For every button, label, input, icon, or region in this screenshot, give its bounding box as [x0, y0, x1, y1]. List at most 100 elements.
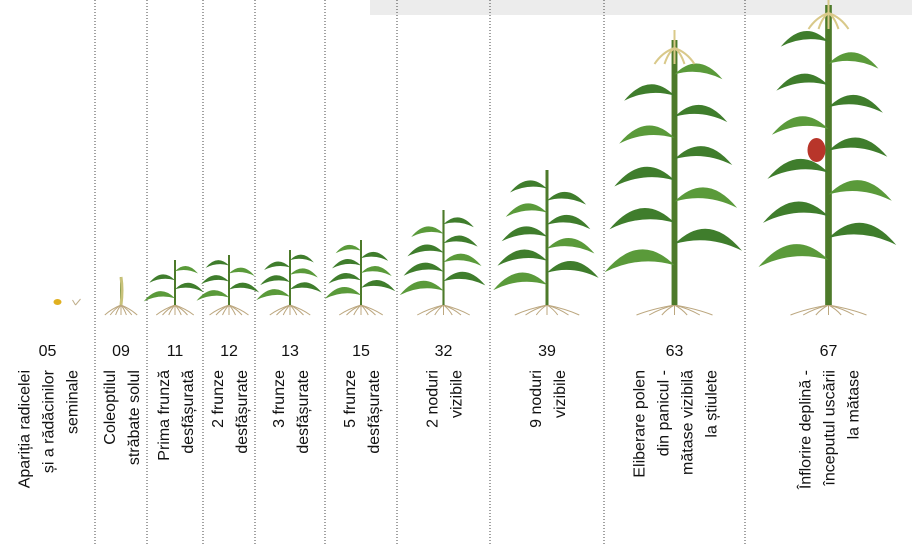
leaf — [609, 208, 675, 230]
leaf — [828, 137, 888, 157]
stage-label: Prima frunză — [156, 370, 173, 461]
plant — [604, 30, 743, 316]
stage-code: 05 — [39, 343, 57, 360]
leaf — [443, 235, 478, 247]
leaf — [501, 226, 547, 242]
leaf — [229, 282, 260, 293]
leaf — [509, 180, 547, 193]
root — [228, 304, 249, 316]
leaf — [497, 249, 547, 266]
leaf — [547, 237, 595, 254]
leaf — [674, 146, 733, 166]
labels: 05 Apariția radicelei și a rădăcinilor semi… — [17, 343, 863, 490]
leaf — [614, 166, 675, 187]
stage-label: 3 frunze — [271, 370, 288, 428]
leaf — [624, 84, 675, 101]
stage-label: Apariția radicelei — [17, 370, 34, 488]
root — [546, 304, 580, 316]
plant — [53, 298, 81, 306]
leaf — [260, 275, 290, 286]
stage-label: vizibile — [449, 370, 466, 418]
root — [674, 304, 713, 316]
root — [443, 304, 470, 316]
plant — [196, 255, 260, 316]
leaf — [229, 267, 255, 277]
plant — [758, 0, 897, 316]
leaf — [143, 291, 175, 302]
stage-code: 13 — [281, 343, 299, 360]
root — [360, 304, 384, 316]
leaf — [175, 282, 204, 293]
leaf — [547, 214, 591, 230]
stage-label: desfășurate — [234, 370, 251, 454]
leaf — [196, 290, 229, 301]
leaf — [828, 222, 897, 245]
leaf — [619, 125, 675, 144]
leaf — [407, 244, 444, 257]
root — [535, 304, 548, 316]
stage-label: desfășurate — [295, 370, 312, 454]
leaf — [505, 203, 547, 217]
leaf — [290, 268, 318, 278]
root — [815, 304, 829, 316]
root — [115, 304, 122, 316]
leaf — [443, 217, 474, 228]
root — [282, 304, 291, 316]
leaf — [201, 275, 229, 285]
leaf — [771, 116, 829, 135]
leaf — [828, 52, 879, 69]
stage-code: 15 — [352, 343, 370, 360]
root — [174, 304, 195, 316]
plant — [399, 210, 486, 316]
leaf — [828, 94, 883, 113]
leaf — [175, 266, 199, 274]
leaf — [361, 251, 389, 261]
stage-code: 32 — [435, 343, 453, 360]
leaf — [674, 63, 723, 80]
plant — [143, 260, 204, 316]
leaf — [332, 258, 361, 269]
leaf — [361, 279, 396, 292]
plant — [493, 170, 599, 316]
leaf — [411, 226, 444, 237]
tassel — [674, 47, 696, 65]
leaf — [674, 104, 728, 123]
root — [72, 298, 81, 306]
stage-label: 2 frunze — [210, 370, 227, 428]
plants — [53, 0, 897, 316]
top-bar — [370, 0, 912, 15]
stage-label: Înflorire deplină - — [796, 370, 815, 490]
root — [168, 304, 176, 316]
leaf — [361, 265, 392, 277]
stage-label: Coleoptilul — [102, 370, 119, 445]
leaf — [674, 228, 743, 251]
stage-label: străbate solul — [126, 370, 143, 465]
root — [222, 304, 230, 316]
stage-code: 39 — [538, 343, 556, 360]
leaf — [264, 261, 290, 271]
separators — [94, 0, 746, 544]
leaf — [547, 191, 587, 205]
stage-code: 67 — [820, 343, 838, 360]
stage-label: începutul uscării — [822, 370, 839, 487]
silk — [807, 138, 826, 162]
leaf — [399, 280, 444, 296]
stage-code: 12 — [220, 343, 238, 360]
stage-label: la știulete — [704, 370, 721, 438]
root — [434, 304, 444, 316]
root — [120, 304, 138, 316]
root — [802, 304, 829, 316]
stage-label: și a rădăcinilor — [41, 369, 58, 473]
stage-label: din panicul - — [656, 370, 673, 456]
leaf — [290, 282, 322, 293]
tassel — [828, 12, 850, 30]
leaf — [828, 180, 892, 201]
root — [289, 304, 311, 316]
root — [648, 304, 675, 316]
leaf — [762, 201, 829, 223]
leaf — [604, 249, 675, 273]
stage-label: Eliberare polen — [632, 370, 649, 478]
leaf — [674, 187, 738, 208]
leaf — [547, 261, 599, 278]
root — [661, 304, 675, 316]
